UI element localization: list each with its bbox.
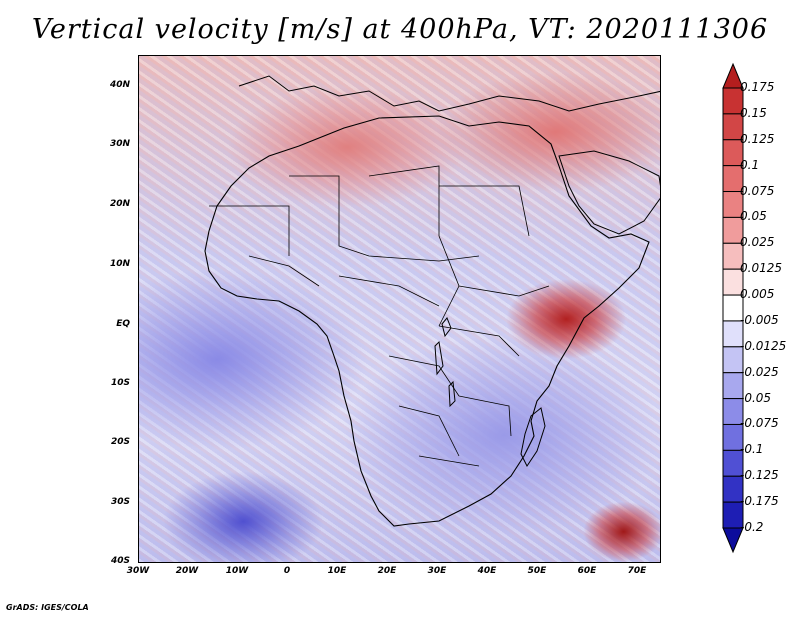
colorbar-label: -0.025 <box>740 364 779 379</box>
lat-label-20n: 20N <box>109 199 130 209</box>
colorbar-label: 0.1 <box>740 157 760 172</box>
lon-label-10w: 10W <box>225 566 249 576</box>
colorbar-label: 0.005 <box>740 287 775 302</box>
colorbar-label: -0.175 <box>740 494 779 509</box>
africa-coastline <box>204 115 650 527</box>
lat-label-10n: 10N <box>109 259 130 269</box>
colorbar-label: -0.1 <box>740 442 764 457</box>
colorbar-bottom-arrow <box>722 527 744 554</box>
lat-label-40s: 40S <box>110 556 130 566</box>
lon-label-10e: 10E <box>327 566 347 576</box>
lat-label-20s: 20S <box>110 437 130 447</box>
lat-label-30s: 30S <box>110 497 130 507</box>
lat-label-10s: 10S <box>110 378 130 388</box>
lat-label-eq: EQ <box>116 319 130 329</box>
continent-outlines <box>204 75 660 527</box>
colorbar-label: 0.025 <box>740 235 775 250</box>
colorbar-label: -0.05 <box>740 390 772 405</box>
lat-label-30n: 30N <box>109 139 130 149</box>
colorbar-label: -0.2 <box>740 520 764 534</box>
lon-label-40e: 40E <box>477 566 497 576</box>
lon-label-0: 0 <box>283 566 291 576</box>
colorbar-label: 0.075 <box>740 183 775 198</box>
colorbar-label: -0.125 <box>740 468 779 483</box>
lon-label-30e: 30E <box>427 566 447 576</box>
colorbar-label: 0.05 <box>740 209 767 224</box>
credit-text: GrADS: IGES/COLA <box>6 603 89 612</box>
europe-coastline <box>238 75 660 112</box>
lon-label-60e: 60E <box>577 566 597 576</box>
colorbar-label: 0.0125 <box>740 261 782 276</box>
chart-title: Vertical velocity [m/s] at 400hPa, VT: 2… <box>31 14 769 45</box>
lon-label-20e: 20E <box>377 566 397 576</box>
map-panel <box>138 55 661 563</box>
lat-label-40n: 40N <box>109 80 130 90</box>
colorbar-label: -0.075 <box>740 416 779 431</box>
country-borders <box>209 165 550 467</box>
arabia-coastline <box>558 150 660 235</box>
colorbar-label: 0.125 <box>740 131 775 146</box>
lon-label-20w: 20W <box>175 566 199 576</box>
lon-label-30w: 30W <box>126 566 150 576</box>
great-lakes <box>434 317 456 408</box>
madagascar-coastline <box>520 407 546 467</box>
colorbar-label: -0.0125 <box>740 338 787 353</box>
lon-label-50e: 50E <box>527 566 547 576</box>
lon-label-70e: 70E <box>627 566 647 576</box>
colorbar-label: 0.175 <box>740 80 775 94</box>
colorbar-label: 0.15 <box>740 105 767 120</box>
colorbar-label: -0.005 <box>740 312 779 327</box>
